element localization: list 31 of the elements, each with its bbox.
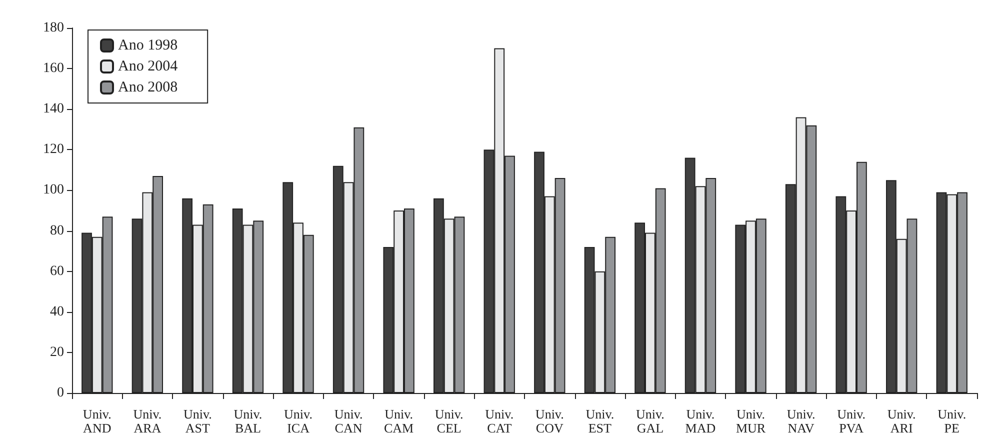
x-tick-label: Univ. ARI: [887, 406, 916, 436]
x-tick-label: Univ. EST: [586, 406, 614, 436]
y-tick-label: 60: [50, 264, 64, 279]
x-tick-label: Univ. AND: [82, 406, 112, 436]
x-tick-label: Univ. CAN: [334, 406, 363, 436]
legend-label: Ano 2008: [118, 80, 178, 96]
y-tick-label: 120: [43, 142, 64, 158]
x-tick-label: Univ. GAL: [636, 406, 664, 436]
x-tick-label: Univ. COV: [535, 406, 564, 436]
y-tick-label: 180: [43, 20, 64, 36]
legend-label: Ano 2004: [118, 58, 178, 74]
y-tick-label: 40: [50, 304, 64, 320]
y-tick-label: 20: [50, 344, 64, 360]
y-tick-label: 80: [50, 223, 64, 238]
legend-label: Ano 1998: [118, 38, 178, 54]
y-tick-label: 0: [57, 386, 64, 400]
x-tick-label: Univ. MAD: [685, 406, 716, 436]
x-tick-label: Univ. CAT: [485, 406, 514, 436]
x-tick-label: Univ. PVA: [837, 406, 866, 436]
x-tick-label: Univ. MUR: [736, 406, 766, 436]
x-tick-label: Univ. PE: [938, 406, 966, 436]
x-tick-label: Univ. ARA: [133, 406, 162, 436]
x-tick-label: Univ. BAL: [234, 406, 262, 436]
x-tick-label: Univ. NAV: [786, 406, 816, 436]
y-tick-label: 160: [43, 61, 64, 76]
y-tick-label: 140: [43, 102, 64, 117]
x-tick-label: Univ. ICA: [284, 406, 312, 436]
x-tick-label: Univ. AST: [183, 406, 212, 436]
y-tick-label: 100: [43, 182, 64, 198]
x-tick-label: Univ. CAM: [384, 406, 414, 436]
x-tick-label: Univ. CEL: [434, 406, 464, 436]
